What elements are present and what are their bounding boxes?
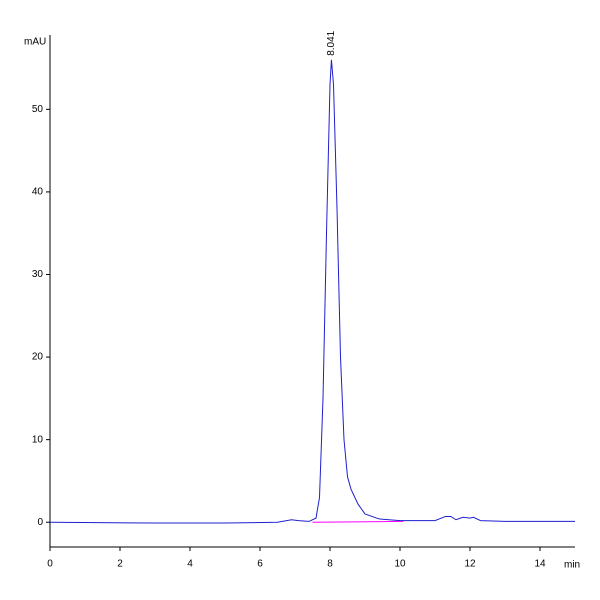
y-tick-label: 20 [32, 352, 44, 363]
y-tick-label: 10 [32, 434, 44, 445]
y-tick-label: 40 [32, 187, 44, 198]
x-tick-label: 12 [464, 559, 476, 570]
x-tick-label: 14 [534, 559, 546, 570]
y-tick-label: 50 [32, 104, 44, 115]
x-tick-label: 8 [327, 559, 333, 570]
y-tick-label: 0 [37, 517, 43, 528]
x-tick-label: 10 [394, 559, 406, 570]
x-axis-label: min [564, 560, 580, 571]
x-tick-label: 6 [257, 559, 263, 570]
trace [312, 520, 404, 523]
x-tick-label: 4 [187, 559, 193, 570]
trace [49, 59, 575, 524]
x-tick-label: 2 [117, 559, 123, 570]
y-axis-label: mAU [24, 37, 46, 48]
peak-label: 8.041 [326, 30, 337, 55]
x-tick-label: 0 [47, 559, 53, 570]
y-tick-label: 30 [32, 269, 44, 280]
